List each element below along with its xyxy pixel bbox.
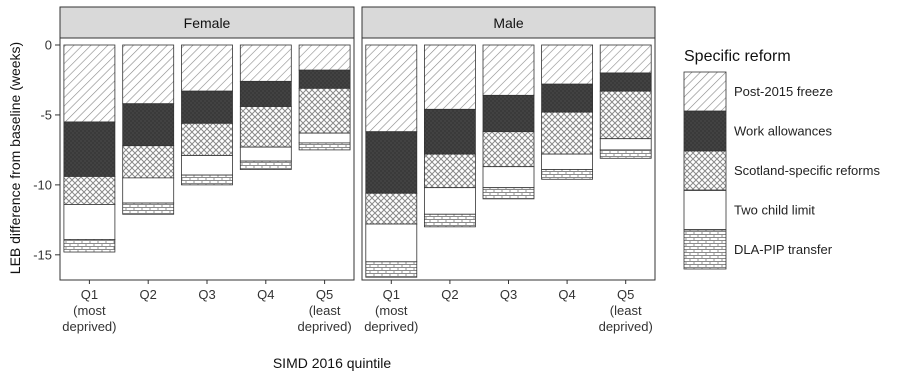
legend-key-dlapip [683, 229, 727, 270]
bar-segment-twochild [482, 166, 535, 189]
x-tick-label: (least [309, 303, 341, 318]
y-tick-label: -5 [40, 107, 52, 122]
bar-segment-dlapip [63, 239, 116, 253]
x-tick-label: deprived) [364, 319, 418, 334]
bar-segment-dlapip [482, 187, 535, 200]
bar-segment-dlapip [599, 149, 652, 159]
bar-segment-post2015 [122, 44, 175, 105]
legend-key-work [683, 111, 727, 151]
legend-label: Two child limit [734, 203, 815, 218]
bar-segment-scotland [541, 111, 593, 155]
bar-segment-twochild [181, 155, 233, 176]
bar-segment-twochild [365, 223, 418, 263]
x-tick-label: Q1 [383, 287, 400, 302]
x-tick-label: Q2 [140, 287, 157, 302]
x-tick-label: Q3 [198, 287, 215, 302]
x-tick-label: (most [375, 303, 408, 318]
bar-segment-work [298, 69, 351, 89]
strip-background [59, 6, 355, 39]
x-tick-label: Q5 [617, 287, 634, 302]
x-tick-label: (least [610, 303, 642, 318]
bar-segment-twochild [423, 187, 476, 215]
bar-segment-dlapip [122, 202, 175, 215]
x-tick-label: (most [73, 303, 106, 318]
bar-segment-work [181, 90, 233, 124]
bar-segment-twochild [239, 146, 292, 162]
legend: Post-2015 freeze Work allowances Scotland-… [683, 71, 880, 270]
legend-key-post2015 [683, 71, 727, 112]
y-tick-label: 0 [45, 37, 52, 52]
bar-segment-scotland [63, 176, 116, 205]
x-axis-title: SIMD 2016 quintile [273, 355, 392, 371]
legend-label: Post-2015 freeze [734, 84, 833, 99]
y-tick-label: -10 [33, 177, 52, 192]
legend-key-scotland [683, 150, 727, 191]
legend-label: Scotland-specific reforms [734, 163, 880, 178]
bar-segment-work [482, 94, 535, 133]
bar-segment-work [365, 131, 418, 194]
x-tick-label: Q4 [558, 287, 575, 302]
bar-segment-scotland [122, 145, 175, 179]
bar-segment-dlapip [239, 160, 292, 170]
bar-segment-twochild [599, 138, 652, 151]
bar-segment-twochild [63, 204, 116, 240]
bar-segment-work [239, 80, 292, 107]
bar-segment-work [63, 121, 116, 177]
y-axis-ticks: 0 -5 -10 -15 [33, 37, 60, 262]
bar-segment-post2015 [63, 44, 116, 123]
y-axis-title: LEB difference from baseline (weeks) [7, 42, 23, 274]
x-tick-label: Q4 [257, 287, 274, 302]
bar-segment-scotland [423, 153, 476, 189]
bar-segment-scotland [239, 106, 292, 148]
bar-segment-post2015 [482, 44, 535, 96]
x-tick-label: deprived) [62, 319, 116, 334]
bar-segment-work [541, 83, 593, 113]
x-tick-label: Q1 [81, 287, 98, 302]
bar-segment-post2015 [541, 44, 593, 85]
x-tick-label: Q3 [500, 287, 517, 302]
bar-segment-post2015 [599, 44, 652, 74]
legend-label: Work allowances [734, 124, 833, 139]
bar-segment-post2015 [298, 44, 351, 71]
bar-segment-scotland [365, 192, 418, 225]
bar-segment-dlapip [365, 261, 418, 278]
y-tick-label: -15 [33, 247, 52, 262]
bar-segment-post2015 [181, 44, 233, 92]
bar-segment-work [423, 108, 476, 155]
bar-segment-post2015 [239, 44, 292, 82]
bar-segment-dlapip [541, 169, 593, 180]
bar-segment-scotland [181, 122, 233, 156]
bar-segment-dlapip [181, 174, 233, 186]
bar-segment-dlapip [298, 142, 351, 151]
x-tick-label: Q5 [316, 287, 333, 302]
bar-segment-post2015 [365, 44, 418, 133]
strip-label: Male [493, 15, 524, 31]
bar-segment-work [599, 72, 652, 92]
bar-segment-twochild [541, 153, 593, 170]
strip-label: Female [184, 15, 231, 31]
bar-segment-twochild [122, 177, 175, 204]
x-tick-label: deprived) [599, 319, 653, 334]
bar-segment-post2015 [423, 44, 476, 110]
x-tick-label: deprived) [297, 319, 351, 334]
legend-key-twochild [683, 190, 727, 230]
bar-segment-dlapip [423, 213, 476, 228]
bar-segment-scotland [482, 131, 535, 168]
bar-segment-scotland [599, 90, 652, 140]
x-tick-label: Q2 [441, 287, 458, 302]
bar-segment-twochild [298, 132, 351, 144]
legend-label: DLA-PIP transfer [734, 242, 833, 257]
legend-title: Specific reform [684, 48, 791, 65]
bar-segment-scotland [298, 87, 351, 134]
bar-segment-work [122, 103, 175, 147]
